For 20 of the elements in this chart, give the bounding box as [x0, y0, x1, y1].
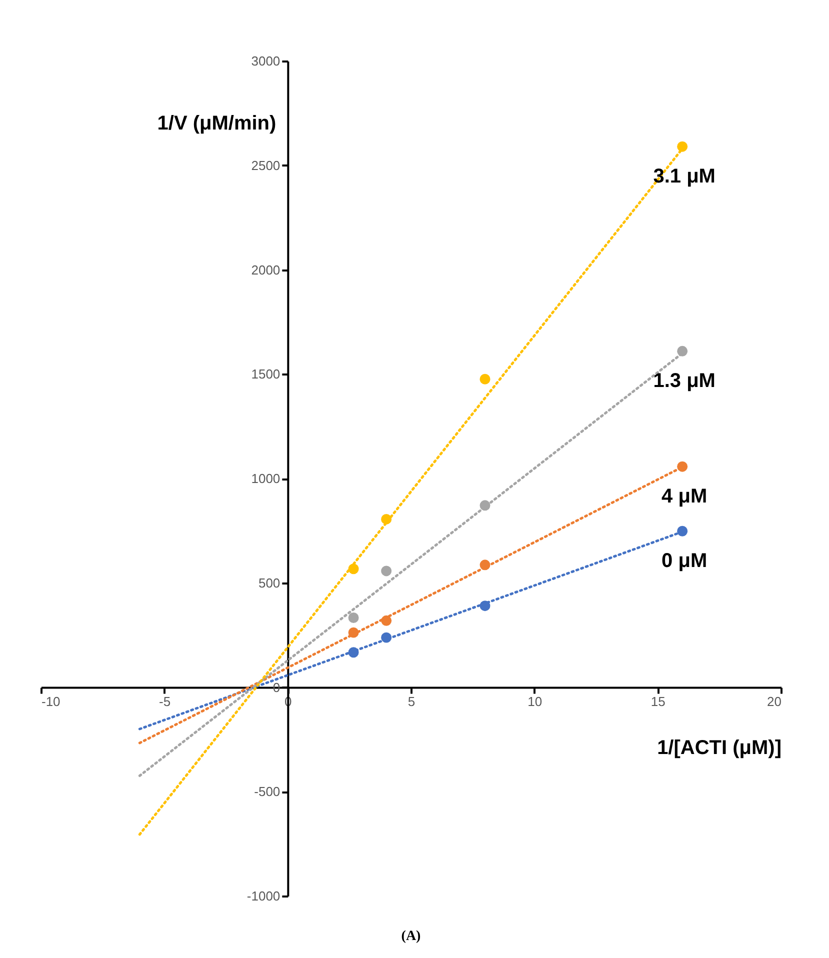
x-axis-title: 1/[ACTI (μM)]	[657, 736, 782, 759]
y-tick-label: -1000	[246, 888, 280, 904]
x-tick-label: -10	[42, 694, 60, 709]
series-label: 1.3 μM	[653, 370, 716, 392]
x-tick-label: 20	[767, 694, 782, 709]
y-tick-label: 2500	[251, 158, 280, 173]
y-tick-label: 3000	[251, 54, 280, 68]
text: (A)	[401, 929, 422, 944]
series-label: 0 μM	[662, 550, 708, 572]
x-tick-label: 5	[408, 694, 416, 709]
y-tick-label: -500	[254, 784, 280, 800]
x-tick-label: 15	[650, 694, 666, 709]
y-tick-label: 1500	[251, 366, 280, 382]
y-tick-label: 1000	[251, 471, 280, 486]
series-label: 4 μM	[662, 486, 708, 508]
x-tick-label: -5	[159, 694, 171, 709]
y-tick-label: 2000	[251, 262, 280, 278]
y-tick-label: 500	[258, 575, 280, 590]
x-tick-label: 10	[528, 694, 542, 709]
y-axis-title: 1/V (μM/min)	[157, 112, 276, 134]
